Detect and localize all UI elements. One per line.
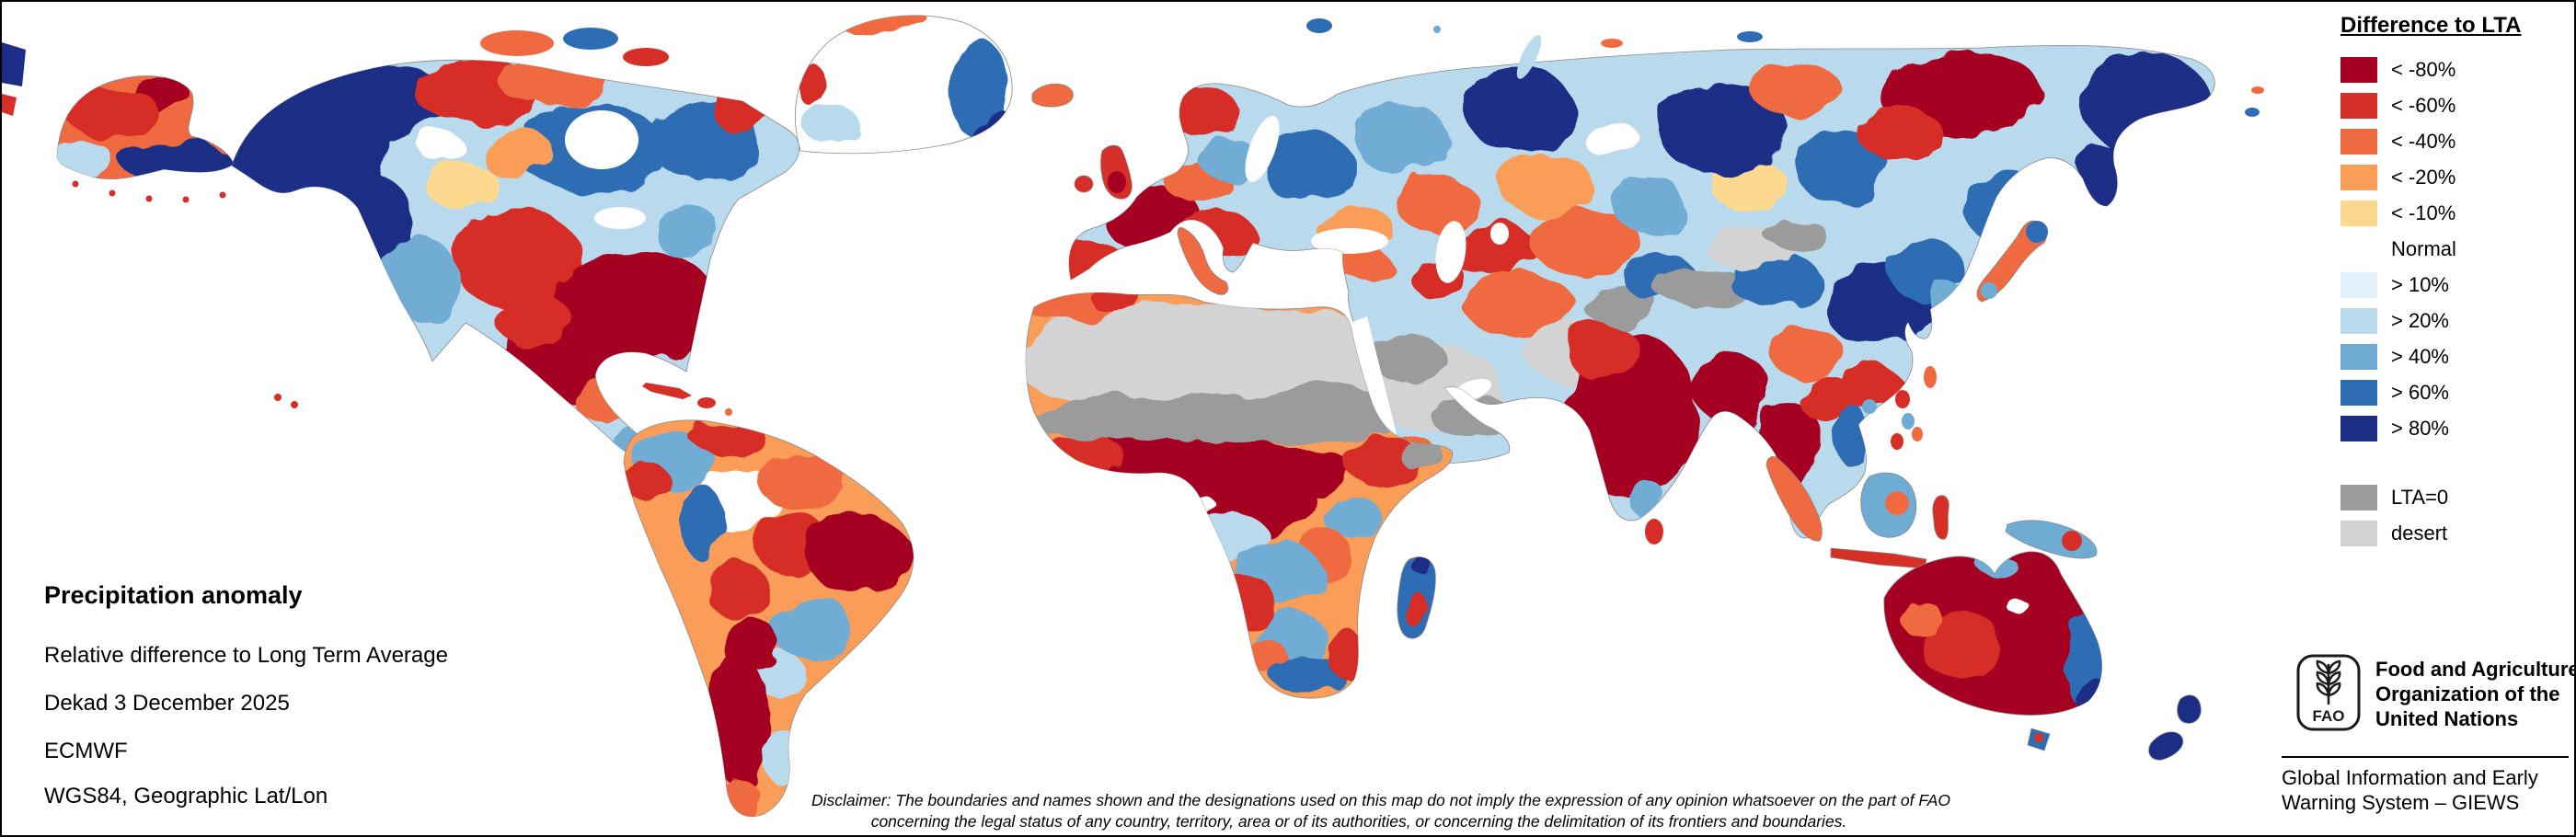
landmass-iceland — [1031, 83, 1074, 108]
giews-line-2: Warning System – GIEWS — [2282, 791, 2520, 814]
legend-swatch — [2340, 200, 2377, 226]
legend-swatch — [2340, 415, 2377, 441]
legend-label: < -20% — [2391, 165, 2456, 189]
legend-swatch — [2340, 164, 2377, 190]
landmass-british-isles — [1074, 144, 1133, 200]
arctic-islands — [480, 28, 669, 66]
legend: Difference to LTA < -80% < -60% < -40% <… — [2340, 13, 2570, 551]
giews-line-1: Global Information and Early — [2282, 766, 2538, 789]
legend-item: > 20% — [2340, 303, 2570, 338]
legend-item-normal: Normal — [2340, 231, 2570, 267]
map-source: ECMWF — [44, 739, 128, 763]
landmass-greenland — [795, 15, 1013, 155]
red-sea — [1352, 316, 1397, 443]
landmass-japan — [1976, 220, 2048, 303]
legend-label: < -10% — [2391, 201, 2456, 224]
org-line-1: Food and Agriculture — [2375, 658, 2576, 681]
landmass-australia — [1883, 551, 2102, 716]
landmass-africa — [1025, 292, 1454, 699]
legend-swatch — [2340, 271, 2377, 298]
legend-item-desert: desert — [2340, 515, 2570, 551]
russian-arctic-islands — [1306, 18, 1763, 79]
legend-label: > 60% — [2391, 380, 2449, 404]
giews-divider — [2282, 756, 2569, 758]
legend-label: < -40% — [2391, 129, 2456, 153]
map-projection: WGS84, Geographic Lat/Lon — [44, 784, 328, 808]
legend-item: < -40% — [2340, 123, 2570, 159]
landmass-tasmania — [2027, 728, 2051, 751]
legend-label: LTA=0 — [2391, 485, 2449, 509]
legend-item: > 10% — [2340, 267, 2570, 303]
landmass-south-america — [623, 419, 914, 817]
eurasia-anomaly-blobs — [1069, 52, 2210, 519]
legend-label: < -60% — [2391, 93, 2456, 117]
landmass-new-zealand — [2148, 694, 2202, 761]
legend-item: > 40% — [2340, 338, 2570, 374]
legend-item: < -80% — [2340, 52, 2570, 87]
legend-swatch — [2340, 520, 2377, 546]
legend-swatch — [2340, 92, 2377, 119]
legend-title: Difference to LTA — [2340, 13, 2522, 38]
landmass-madagascar — [1397, 556, 1436, 639]
wheat-ear-icon — [2316, 659, 2341, 705]
disclaimer: Disclaimer: The boundaries and names sho… — [811, 790, 1951, 832]
legend-swatch — [2340, 56, 2377, 83]
landmass-alaska — [56, 75, 235, 180]
legend-label: < -80% — [2391, 57, 2456, 81]
legend-item: > 60% — [2340, 374, 2570, 410]
legend-item-lta0: LTA=0 — [2340, 479, 2570, 515]
bering-islands — [2245, 86, 2264, 117]
legend-swatch — [2340, 235, 2377, 262]
world-map — [2, 15, 2264, 817]
landmass-north-america — [231, 59, 800, 459]
legend-swatch — [2340, 128, 2377, 155]
map-subtitle: Relative difference to Long Term Average — [44, 643, 448, 668]
fao-organization-name: Food and Agriculture Organization of the… — [2375, 657, 2576, 731]
legend-swatch — [2340, 343, 2377, 370]
legend-item: < -10% — [2340, 195, 2570, 231]
legend-label: > 20% — [2391, 308, 2449, 332]
fao-logo-text: FAO — [2313, 707, 2345, 725]
legend-label: > 80% — [2391, 416, 2449, 440]
disclaimer-line-2: concerning the legal status of any count… — [870, 812, 1847, 831]
legend-label: desert — [2391, 521, 2448, 545]
legend-label: > 40% — [2391, 344, 2449, 368]
disclaimer-line-1: Disclaimer: The boundaries and names sho… — [811, 791, 1951, 809]
aleutian-islands — [72, 180, 226, 203]
giews-label: Global Information and Early Warning Sys… — [2282, 765, 2538, 815]
legend-special-items: LTA=0 desert — [2340, 479, 2570, 551]
caribbean-islands — [642, 383, 732, 416]
legend-label: Normal — [2391, 236, 2456, 260]
landmass-italy — [1177, 226, 1229, 295]
legend-swatch — [2340, 484, 2377, 510]
map-title: Precipitation anomaly — [44, 581, 303, 609]
chukotka-wrap — [2, 42, 26, 116]
fao-logo: FAO — [2296, 654, 2361, 731]
legend-swatch — [2340, 307, 2377, 334]
legend-swatch — [2340, 379, 2377, 406]
org-line-3: United Nations — [2375, 707, 2519, 730]
legend-item: > 80% — [2340, 410, 2570, 446]
landmass-southeast-asia-islands — [1645, 366, 2098, 569]
org-line-2: Organization of the — [2375, 682, 2560, 705]
south-america-anomaly-blobs — [624, 422, 908, 815]
legend-item: < -60% — [2340, 87, 2570, 123]
landmass-eurasia — [1068, 44, 2215, 539]
legend-label: > 10% — [2391, 272, 2449, 296]
map-dekad: Dekad 3 December 2025 — [44, 691, 290, 716]
legend-item: < -20% — [2340, 159, 2570, 195]
hawaii-islands — [274, 394, 298, 408]
